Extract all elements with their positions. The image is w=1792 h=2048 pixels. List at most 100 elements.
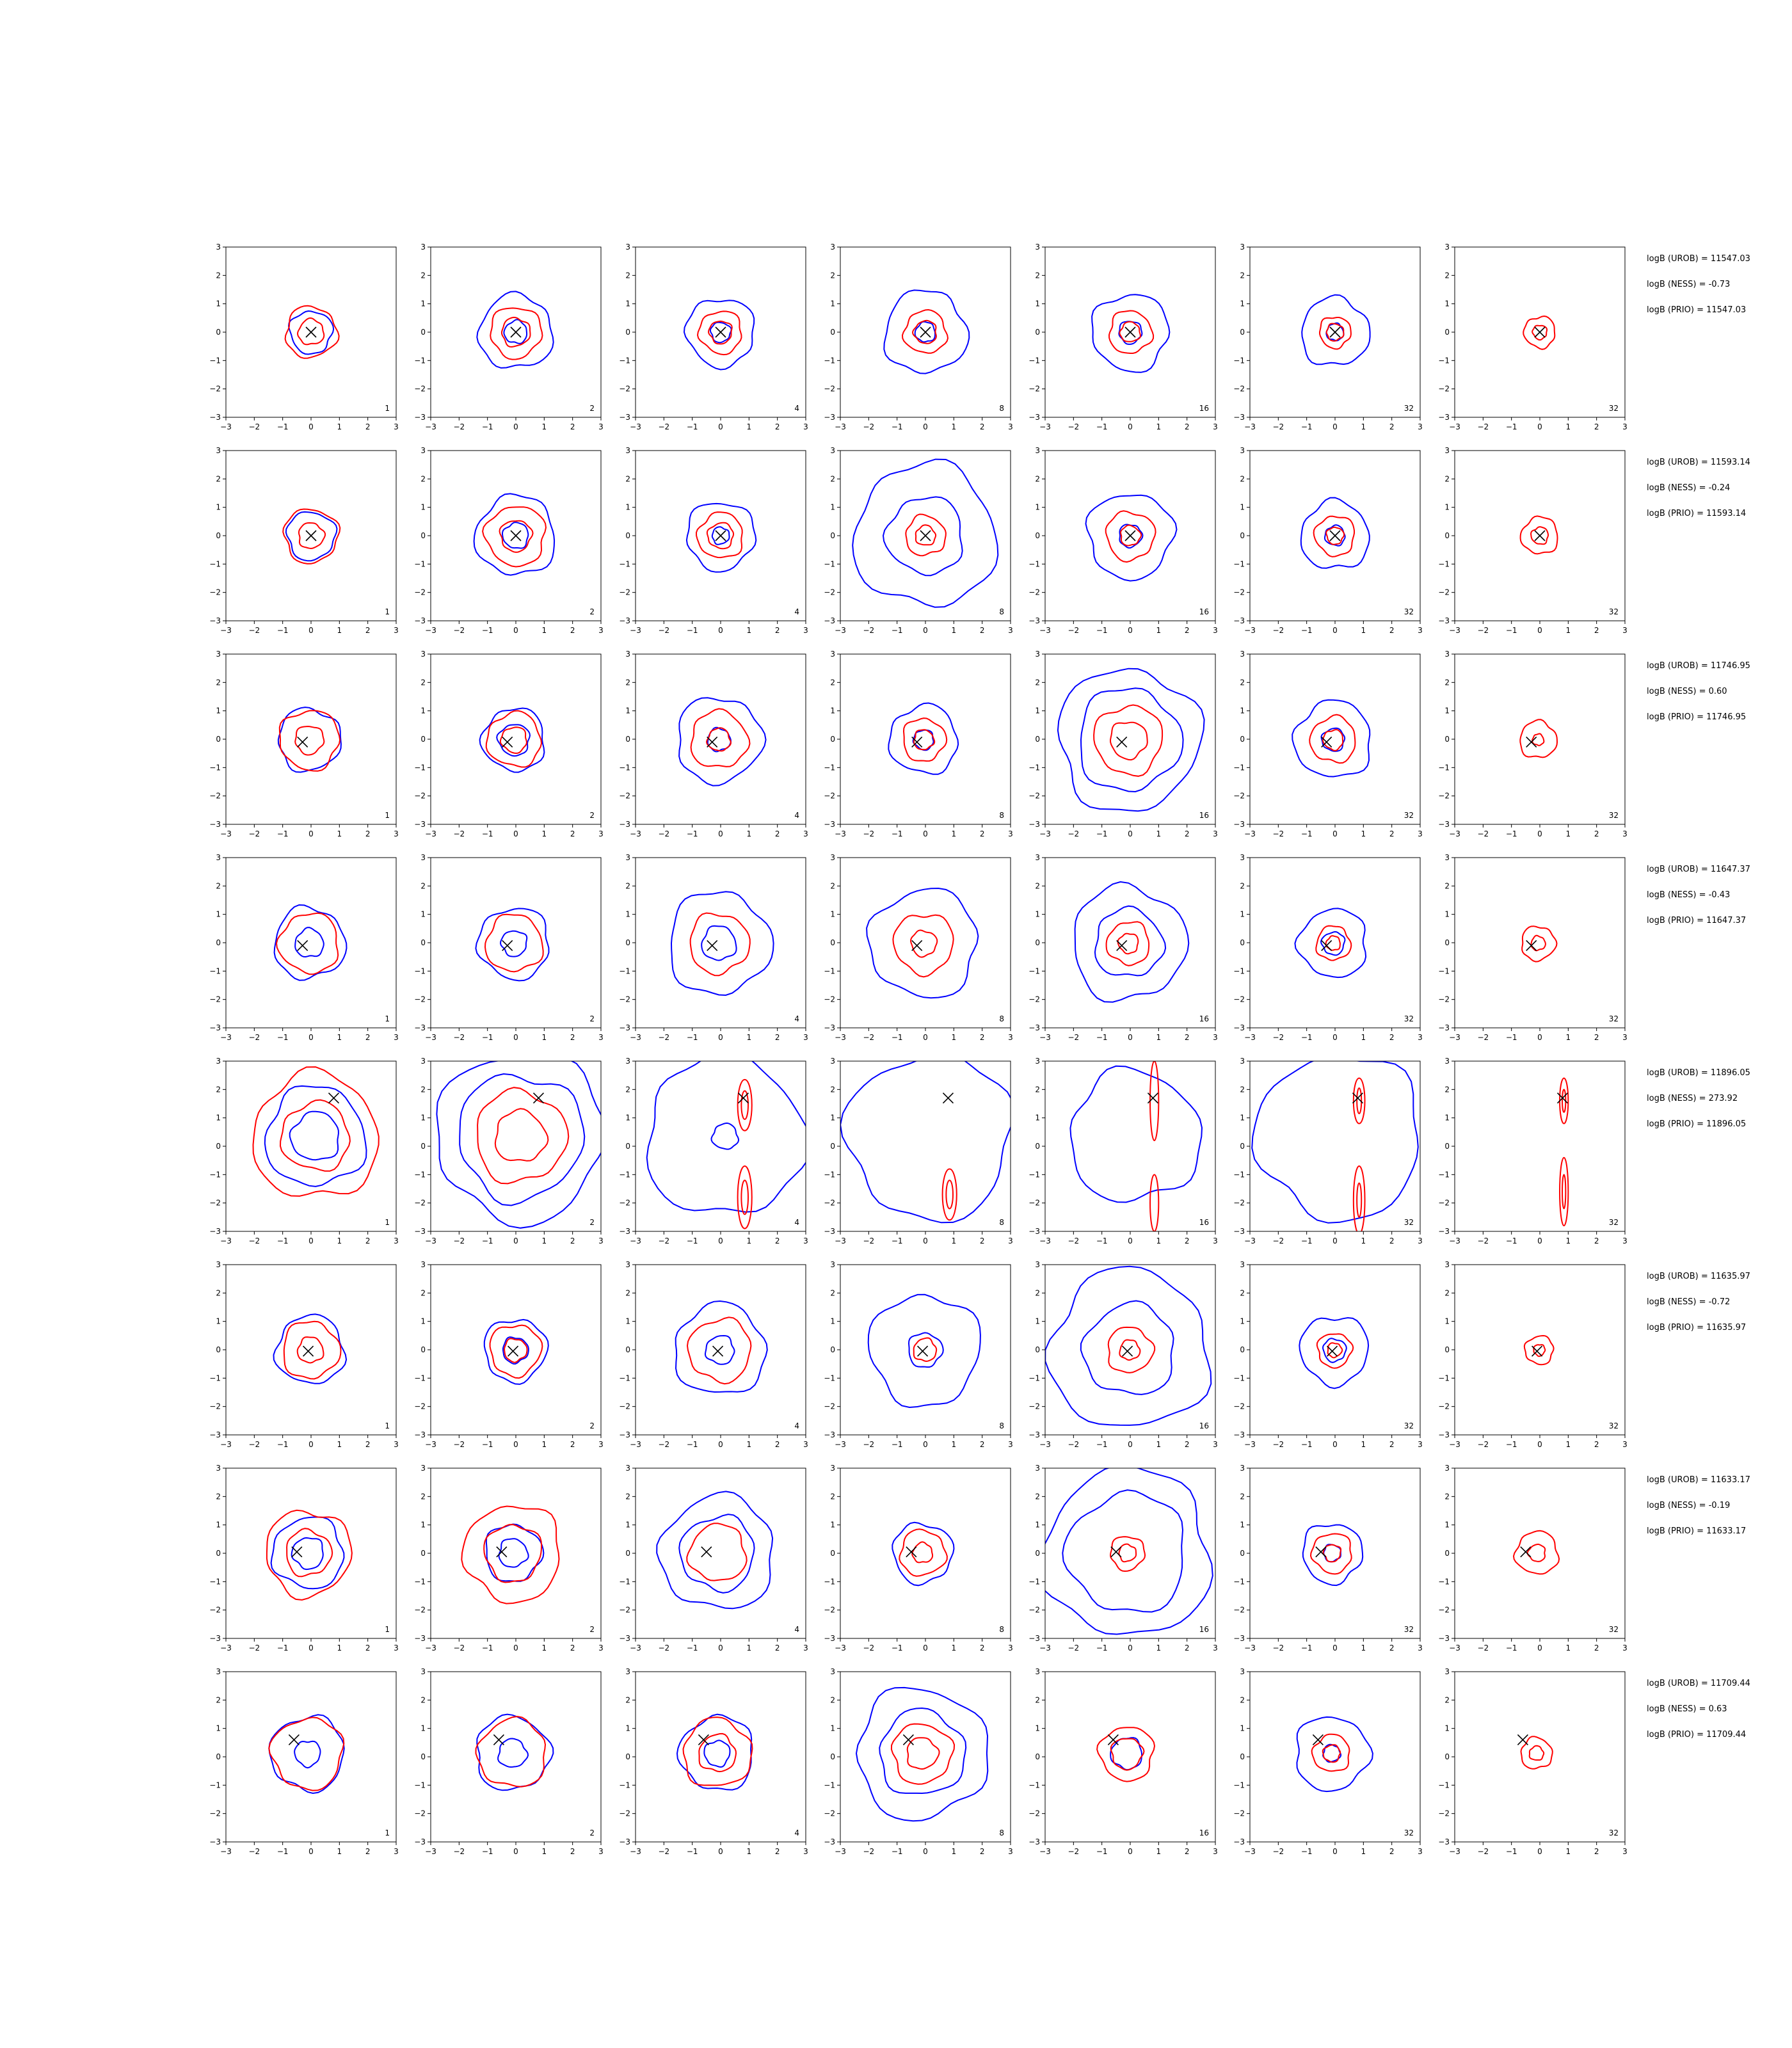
x-tick-label: −2: [248, 1236, 260, 1245]
y-tick-label: −2: [824, 995, 835, 1004]
panel-r4-c6: −3−3 −2 −2 −1 −1 0 0 1 1 2 2 3 3 32: [1233, 853, 1423, 1042]
y-tick-label: 1: [1035, 503, 1040, 512]
x-tick-label: 1: [1566, 626, 1571, 635]
red-contour: [1315, 925, 1352, 961]
axes-frame: [430, 1468, 602, 1639]
y-tick-label: 1: [1444, 1521, 1450, 1530]
blue-contour: [459, 1073, 586, 1206]
red-contour: [1523, 1334, 1555, 1366]
y-tick-label: −2: [824, 588, 835, 597]
x-tick-label: −1: [687, 829, 698, 838]
y-tick-label: −3: [1438, 820, 1450, 829]
y-tick-label: −2: [1438, 588, 1450, 597]
y-tick-label: −3: [1438, 1430, 1450, 1439]
panel-r6-c2: −3−3 −2 −2 −1 −1 0 0 1 1 2 2 3 3 2: [414, 1260, 604, 1449]
panel-k-label: 8: [999, 404, 1004, 413]
y-tick-label: 3: [216, 1464, 221, 1473]
x-tick-label: 0: [308, 1033, 314, 1042]
x-tick-label: 2: [365, 1033, 371, 1042]
y-tick-label: 0: [625, 735, 630, 744]
y-tick-label: 2: [420, 271, 426, 280]
x-marker: [496, 1546, 508, 1558]
x-tick-label: 0: [1128, 1440, 1133, 1449]
x-tick-label: −3: [1039, 422, 1051, 431]
y-tick-label: 3: [420, 650, 426, 659]
x-tick-label: −2: [248, 626, 260, 635]
x-tick-label: 1: [1566, 1236, 1571, 1245]
blue-contour: [1094, 905, 1167, 977]
panel-r4-c3: −3−3 −2 −2 −1 −1 0 0 1 1 2 2 3 3 4: [619, 853, 808, 1042]
y-tick-label: 2: [1444, 881, 1450, 890]
x-tick-label: 1: [542, 1440, 547, 1449]
red-contour: [1327, 1342, 1343, 1359]
blue-contour: [475, 908, 550, 982]
x-tick-label: −1: [277, 1847, 289, 1856]
panel-k-label: 16: [1199, 404, 1209, 413]
x-tick-label: 1: [542, 1847, 547, 1856]
x-tick-label: 3: [1213, 1847, 1218, 1856]
red-contour: [484, 913, 544, 973]
x-tick-label: 0: [718, 829, 723, 838]
red-contour: [1562, 1174, 1567, 1210]
x-marker: [1352, 1092, 1364, 1104]
x-tick-label: 3: [394, 1236, 399, 1245]
blue-contour: [892, 1521, 955, 1587]
x-tick-label: 3: [394, 626, 399, 635]
x-marker: [715, 530, 726, 541]
red-contour: [1105, 921, 1150, 966]
y-tick-label: 0: [420, 735, 426, 744]
x-marker: [1526, 940, 1537, 951]
x-tick-label: 3: [1622, 1644, 1628, 1652]
x-marker: [902, 1734, 914, 1745]
y-tick-label: 2: [830, 881, 835, 890]
y-tick-label: 2: [216, 1085, 221, 1094]
blue-contour: [707, 726, 732, 753]
x-tick-label: −1: [1096, 1033, 1108, 1042]
x-marker: [1147, 1092, 1159, 1104]
x-tick-label: 1: [542, 1236, 547, 1245]
y-tick-label: −2: [414, 1606, 426, 1615]
panel-k-label: 2: [589, 1625, 595, 1634]
x-tick-label: 0: [308, 1847, 314, 1856]
x-tick-label: 0: [718, 626, 723, 635]
red-contour: [1149, 1174, 1160, 1231]
red-contour: [1119, 1339, 1141, 1361]
x-marker: [502, 736, 513, 748]
x-marker: [1329, 326, 1341, 338]
y-tick-label: 2: [216, 1695, 221, 1704]
x-tick-label: −3: [835, 422, 846, 431]
y-tick-label: 1: [830, 707, 835, 716]
x-marker: [305, 326, 317, 338]
x-tick-label: 2: [980, 1236, 985, 1245]
y-tick-label: 0: [216, 1549, 221, 1558]
red-contour: [485, 710, 543, 768]
x-tick-label: −3: [835, 829, 846, 838]
x-tick-label: 3: [803, 1644, 808, 1652]
y-tick-label: 3: [420, 853, 426, 862]
x-tick-label: 2: [1389, 1236, 1395, 1245]
y-tick-label: −1: [619, 1780, 630, 1789]
y-tick-label: 3: [420, 1260, 426, 1269]
y-tick-label: −1: [824, 356, 835, 365]
y-tick-label: 1: [625, 910, 630, 919]
panel-k-label: 4: [794, 811, 799, 820]
blue-contour: [656, 1491, 774, 1610]
x-marker: [1312, 1734, 1324, 1745]
y-tick-label: −2: [1233, 1809, 1245, 1818]
x-marker: [305, 530, 317, 541]
x-tick-label: −3: [630, 829, 641, 838]
y-tick-label: 1: [830, 1521, 835, 1530]
y-tick-label: −3: [209, 1837, 221, 1846]
y-tick-label: 1: [1035, 707, 1040, 716]
x-tick-label: 3: [803, 1033, 808, 1042]
y-tick-label: −2: [1028, 1809, 1040, 1818]
y-tick-label: 0: [625, 1142, 630, 1151]
red-contour: [1105, 510, 1156, 563]
red-contour: [1318, 317, 1352, 350]
x-tick-label: 2: [1594, 1440, 1599, 1449]
x-tick-label: 0: [1332, 829, 1338, 838]
y-tick-label: −3: [619, 1634, 630, 1643]
